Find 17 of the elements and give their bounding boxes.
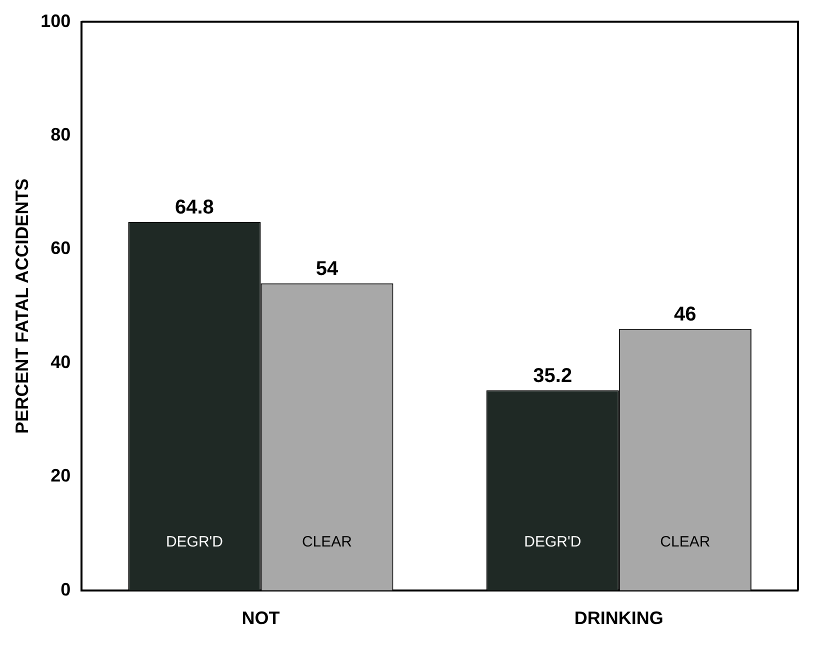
x-tick-label: NOT [242, 608, 280, 628]
y-tick-label: 80 [50, 124, 71, 144]
data-label: 64.8 [174, 196, 214, 218]
data-label: 54 [316, 258, 339, 280]
y-tick-label: 20 [50, 466, 71, 486]
y-tick-label: 0 [60, 579, 71, 600]
x-tick-label: DRINKING [574, 608, 664, 628]
y-tick-label: 40 [50, 352, 71, 372]
data-label: 46 [674, 303, 696, 326]
data-label: 35.2 [533, 364, 572, 387]
y-tick-label: 100 [40, 10, 71, 31]
y-axis-title: PERCENT FATAL ACCIDENTS [12, 178, 32, 434]
text: CLEAR [660, 534, 710, 551]
text: DEGR'D [524, 534, 582, 551]
series-label: CLEAR [302, 534, 352, 551]
series-label: DEGR'D [166, 534, 224, 551]
y-tick-label: 60 [50, 238, 71, 258]
